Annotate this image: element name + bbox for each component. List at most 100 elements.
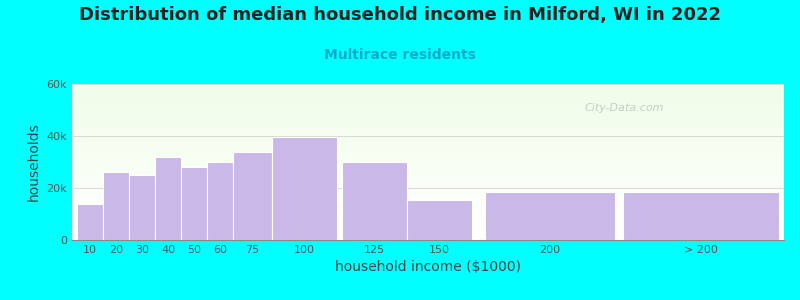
Bar	[72, 107, 784, 109]
Bar	[72, 187, 784, 188]
Bar	[72, 238, 784, 240]
Bar	[72, 87, 784, 89]
Bar	[72, 142, 784, 143]
Bar	[272, 137, 337, 240]
Bar	[72, 232, 784, 234]
Bar	[72, 110, 784, 112]
Bar	[72, 84, 784, 86]
Bar	[72, 224, 784, 226]
Bar	[72, 149, 784, 151]
Bar	[72, 175, 784, 176]
Bar	[129, 175, 155, 240]
Bar	[72, 124, 784, 126]
Bar	[72, 164, 784, 165]
Bar	[72, 165, 784, 167]
Bar	[72, 118, 784, 120]
Bar	[72, 93, 784, 95]
Bar	[72, 188, 784, 190]
Bar	[72, 234, 784, 235]
Bar	[72, 229, 784, 231]
Bar	[72, 193, 784, 195]
Bar	[72, 109, 784, 110]
Bar	[72, 210, 784, 212]
Bar	[72, 167, 784, 168]
Bar	[72, 97, 784, 98]
Text: Distribution of median household income in Milford, WI in 2022: Distribution of median household income …	[79, 6, 721, 24]
Bar	[72, 153, 784, 154]
Bar	[233, 152, 272, 240]
Bar	[72, 212, 784, 214]
Bar	[72, 218, 784, 220]
Bar	[72, 223, 784, 224]
Bar	[72, 235, 784, 237]
Bar	[72, 170, 784, 171]
Bar	[72, 159, 784, 160]
Bar	[72, 137, 784, 139]
Bar	[72, 134, 784, 136]
Bar	[407, 200, 472, 240]
Bar	[72, 201, 784, 202]
Bar	[72, 195, 784, 196]
Bar	[72, 143, 784, 145]
Bar	[72, 114, 784, 115]
Bar	[72, 146, 784, 148]
Bar	[72, 198, 784, 200]
Bar	[72, 215, 784, 217]
Bar	[72, 227, 784, 229]
Bar	[72, 115, 784, 117]
Bar	[623, 192, 779, 240]
Bar	[72, 209, 784, 210]
Bar	[72, 122, 784, 123]
Bar	[72, 148, 784, 149]
Bar	[72, 206, 784, 207]
Bar	[72, 101, 784, 103]
Text: City-Data.com: City-Data.com	[585, 103, 664, 113]
Bar	[72, 120, 784, 122]
Bar	[72, 231, 784, 232]
Bar	[207, 162, 233, 240]
Bar	[155, 157, 181, 240]
Bar	[72, 154, 784, 156]
Bar	[72, 176, 784, 178]
Bar	[72, 202, 784, 204]
Bar	[72, 92, 784, 93]
Bar	[72, 117, 784, 118]
Bar	[72, 104, 784, 106]
Bar	[72, 217, 784, 218]
Bar	[72, 204, 784, 206]
Bar	[72, 214, 784, 215]
Bar	[72, 139, 784, 140]
Bar	[72, 182, 784, 184]
Bar	[72, 145, 784, 146]
Bar	[72, 131, 784, 132]
Bar	[72, 192, 784, 193]
Bar	[72, 190, 784, 192]
Bar	[77, 204, 103, 240]
Bar	[72, 173, 784, 175]
Bar	[72, 123, 784, 124]
Bar	[72, 90, 784, 92]
Bar	[72, 103, 784, 104]
Bar	[72, 220, 784, 221]
Bar	[72, 171, 784, 173]
Bar	[72, 132, 784, 134]
Bar	[72, 112, 784, 114]
Bar	[485, 192, 615, 240]
Bar	[72, 151, 784, 153]
Bar	[72, 207, 784, 209]
Bar	[72, 168, 784, 170]
Bar	[342, 162, 407, 240]
Bar	[72, 178, 784, 179]
Bar	[72, 179, 784, 181]
Bar	[72, 200, 784, 201]
Bar	[72, 106, 784, 107]
Bar	[72, 95, 784, 97]
Bar	[72, 136, 784, 137]
Bar	[72, 237, 784, 238]
Bar	[72, 185, 784, 187]
X-axis label: household income ($1000): household income ($1000)	[335, 260, 521, 274]
Bar	[181, 167, 207, 240]
Bar	[72, 128, 784, 129]
Bar	[72, 221, 784, 223]
Bar	[72, 98, 784, 100]
